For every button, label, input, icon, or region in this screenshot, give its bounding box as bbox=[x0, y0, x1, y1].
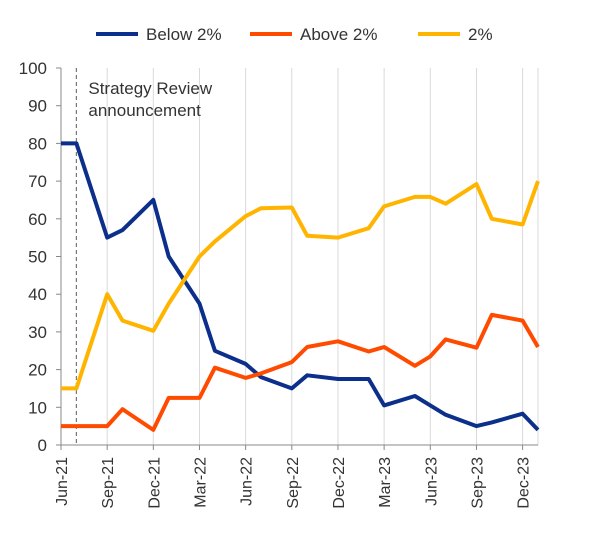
y-tick-label: 70 bbox=[28, 172, 47, 191]
y-tick-label: 10 bbox=[28, 398, 47, 417]
y-tick-label: 30 bbox=[28, 323, 47, 342]
annotation: Strategy Review announcement bbox=[75, 68, 213, 445]
x-tick-label: Jun-21 bbox=[54, 457, 71, 506]
gridlines bbox=[106, 68, 539, 445]
annotation-text-line: Strategy Review bbox=[88, 79, 212, 98]
x-tick-label: Dec-23 bbox=[516, 457, 533, 509]
x-tick-label: Dec-21 bbox=[146, 457, 163, 509]
y-tick-label: 80 bbox=[28, 134, 47, 153]
y-tick-label: 40 bbox=[28, 285, 47, 304]
annotation-text: Strategy Review announcement bbox=[88, 79, 212, 120]
y-tick-label: 20 bbox=[28, 361, 47, 380]
y-tick-label: 0 bbox=[38, 436, 47, 455]
y-tick-label: 60 bbox=[28, 210, 47, 229]
series-lines bbox=[61, 141, 540, 432]
annotation-text-line: announcement bbox=[88, 101, 201, 120]
legend-label: Above 2% bbox=[300, 25, 378, 44]
y-tick-label: 90 bbox=[28, 97, 47, 116]
y-tick-label: 50 bbox=[28, 248, 47, 267]
x-tick-label: Sep-23 bbox=[469, 457, 486, 509]
legend: Below 2% Above 2% 2% bbox=[96, 25, 493, 44]
legend-label: Below 2% bbox=[146, 25, 222, 44]
x-tick-label: Sep-22 bbox=[285, 457, 302, 509]
series-line bbox=[61, 312, 540, 432]
y-tick-label: 100 bbox=[19, 59, 47, 78]
series-line bbox=[61, 141, 540, 432]
x-tick-label: Jun-23 bbox=[423, 457, 440, 506]
y-axis: 0 10 20 30 40 50 60 70 80 90 100 bbox=[19, 59, 62, 455]
x-tick-label: Sep-21 bbox=[100, 457, 117, 509]
x-tick-label: Mar-22 bbox=[192, 457, 209, 508]
legend-label: 2% bbox=[468, 25, 493, 44]
x-tick-label: Dec-22 bbox=[331, 457, 348, 509]
x-axis: Jun-21 Sep-21 Dec-21 Mar-22 Jun-22 Sep-22 Dec-… bbox=[54, 444, 538, 509]
series-line bbox=[61, 180, 540, 391]
x-tick-label: Mar-23 bbox=[377, 457, 394, 508]
x-tick-label: Jun-22 bbox=[239, 457, 256, 506]
